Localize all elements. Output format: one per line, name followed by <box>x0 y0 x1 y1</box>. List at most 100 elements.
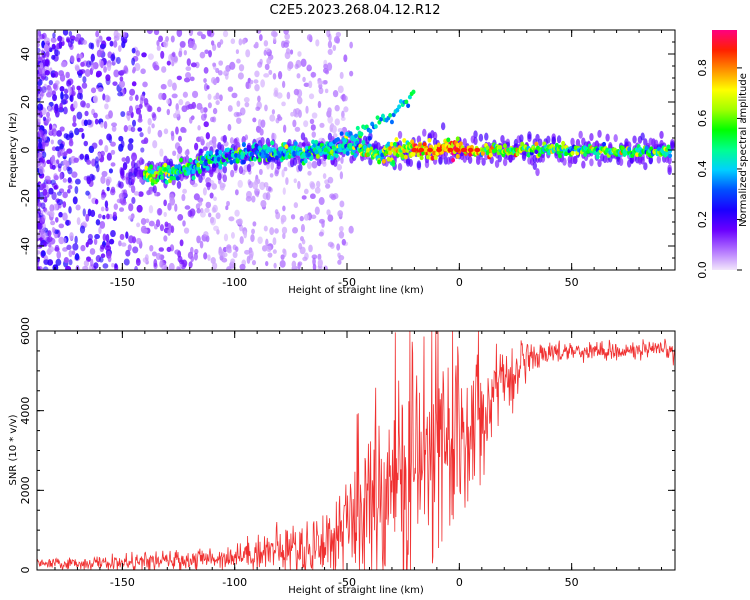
spectrogram-cell <box>202 187 207 196</box>
spectrogram-cell <box>265 261 269 267</box>
spectrogram-cell <box>184 155 190 164</box>
spectrogram-cell <box>279 260 286 268</box>
spectrogram-cell <box>285 48 291 55</box>
spectrogram-cell <box>94 156 99 164</box>
spectrogram-cell <box>108 168 113 174</box>
spectrogram-cell <box>118 135 124 142</box>
spectrogram-cell <box>119 233 125 241</box>
spectrogram-cell <box>79 153 85 160</box>
spectrogram-cell <box>451 157 456 163</box>
spectrogram-cell <box>236 100 241 107</box>
spectrogram-cell <box>178 50 183 58</box>
spectrogram-cell <box>74 127 80 136</box>
spectrogram-cell <box>613 134 618 143</box>
spectrogram-cell <box>37 183 41 192</box>
spectrogram-cell <box>97 213 102 219</box>
snr-xlabel: Height of straight line (km) <box>288 585 424 596</box>
spectrogram-cell <box>296 73 301 79</box>
spectrogram-cell <box>210 257 216 265</box>
spectrogram-cell <box>377 159 382 165</box>
spectrogram-cell <box>273 262 277 269</box>
spectrogram-cell <box>286 91 291 100</box>
spectrogram-cell <box>82 265 89 270</box>
spectrogram-cell <box>311 254 318 260</box>
spectrogram-cell <box>455 142 460 148</box>
spectrogram-cell <box>230 169 235 178</box>
spectrogram-cell <box>128 138 134 144</box>
spectrogram-cell <box>252 156 257 162</box>
spectrogram-cell <box>47 247 52 256</box>
spectrogram-cell <box>233 111 240 118</box>
spectrogram-cell <box>100 206 105 212</box>
spectrogram-cell <box>282 232 286 240</box>
spectrogram-cell <box>337 127 343 133</box>
spectrogram-cell <box>73 100 78 109</box>
spectrogram-cell <box>334 118 340 126</box>
spectrogram-cell <box>380 152 385 158</box>
spectrogram-cell <box>440 122 446 131</box>
spectrogram-cell <box>149 244 154 252</box>
spectrogram-cell <box>323 154 328 160</box>
spectrogram-cell <box>77 92 82 100</box>
spectrogram-cell <box>123 125 128 133</box>
spectrogram-cell <box>366 152 371 157</box>
spectrogram-cell <box>251 228 255 235</box>
spectrogram-cell <box>178 259 185 265</box>
spectrogram-cell <box>556 149 561 155</box>
spectrogram-cell <box>222 174 228 183</box>
spectrogram-cell <box>430 155 435 161</box>
spectrogram-cell <box>292 119 297 128</box>
spectrogram-cell <box>62 212 68 221</box>
spectrogram-cell <box>338 230 345 239</box>
spectrogram-cell <box>202 146 208 151</box>
spectrogram-cell <box>92 95 99 104</box>
spectrogram-cell <box>481 157 486 166</box>
spectrogram-cell <box>494 159 500 168</box>
spectrogram-cell <box>191 175 196 181</box>
spectrogram-cell <box>163 235 168 242</box>
spectrogram-cell <box>397 104 402 110</box>
spectrogram-cell <box>105 245 112 252</box>
spectrogram-cell <box>51 54 56 60</box>
spectrogram-cell <box>152 140 158 149</box>
spectrogram-cell <box>82 221 87 227</box>
spectrogram-cell <box>69 95 73 102</box>
spectrogram-cell <box>50 156 55 165</box>
spectrogram-cell <box>43 37 50 44</box>
spectrogram-cell <box>330 194 337 201</box>
spectrogram-cell <box>37 161 42 167</box>
spectrogram-cell <box>37 36 41 43</box>
spectrogram-cell <box>75 65 80 72</box>
spectrogram-cell <box>42 116 47 122</box>
spectrogram-cell <box>597 129 602 138</box>
spectrogram-cell <box>260 153 265 159</box>
spectrogram-cell <box>51 226 56 233</box>
spectrogram-cell <box>281 101 286 107</box>
spectrogram-cell <box>106 213 110 220</box>
spectrogram-cell <box>170 132 175 141</box>
spectrogram-cell <box>380 113 385 119</box>
spectrogram-cell <box>407 94 412 100</box>
spectrogram-cell <box>341 238 347 246</box>
spectrogram-cell <box>238 38 243 46</box>
spectrogram-cell <box>173 55 178 63</box>
spectrogram-cell <box>254 41 259 48</box>
spectrogram-cell <box>139 157 144 166</box>
spectrogram-cell <box>368 157 373 166</box>
spectrogram-cell <box>66 188 71 194</box>
spectrogram-cell <box>175 176 180 181</box>
spectrogram-cell <box>156 45 161 51</box>
spectrogram-cell <box>184 205 191 210</box>
spectrogram-cell <box>175 109 181 117</box>
spectrogram-cell <box>339 131 344 136</box>
spectrogram-peak <box>460 147 467 153</box>
spectrogram-cell <box>222 30 229 38</box>
spectrogram-cell <box>172 150 177 157</box>
spectrogram-cell <box>303 158 308 164</box>
spectrogram-cell <box>252 117 257 123</box>
spectrogram-cell <box>246 164 252 173</box>
spectrogram-cell <box>349 70 354 77</box>
spectrogram-cell <box>94 118 99 125</box>
spectrogram-cell <box>199 211 206 218</box>
spectrogram-cell <box>149 164 154 170</box>
